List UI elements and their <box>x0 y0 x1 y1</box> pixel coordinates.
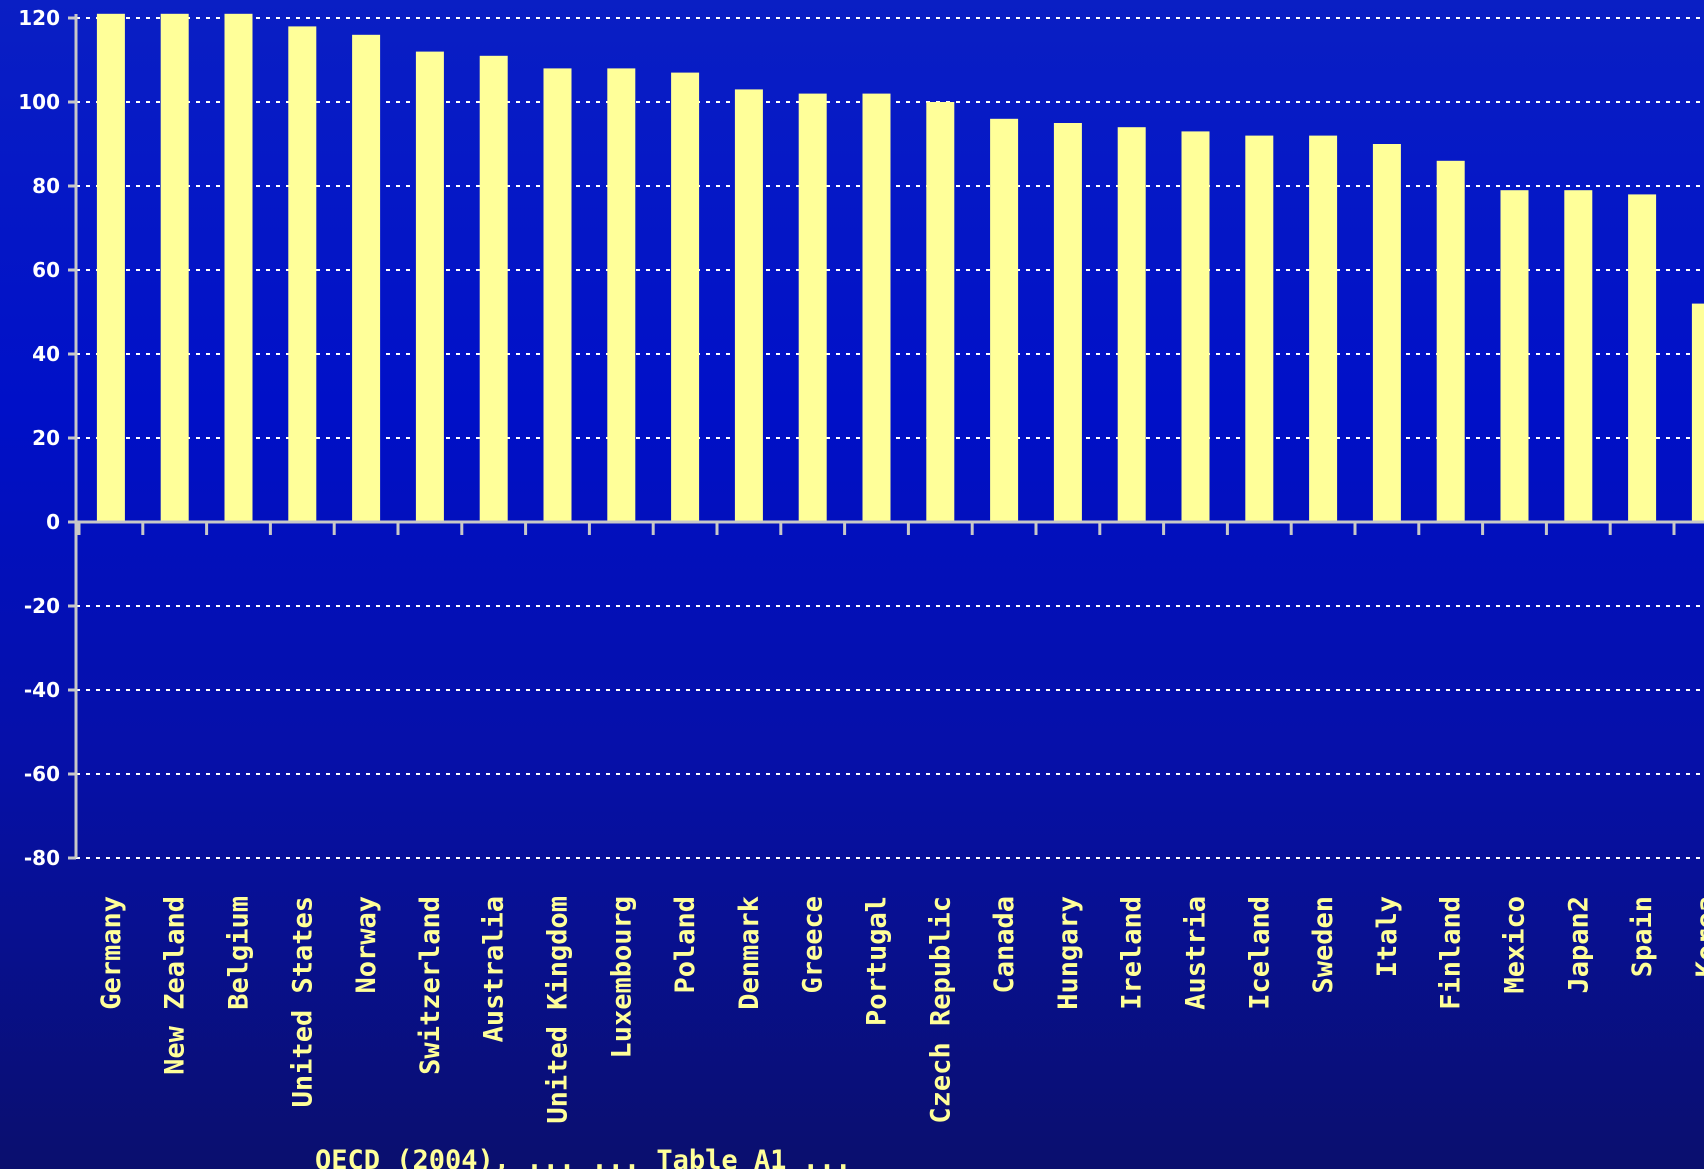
bar-denmark <box>734 89 763 523</box>
x-tick-label: Portugal <box>862 896 893 1026</box>
y-tick-label: 120 <box>18 6 60 30</box>
x-tick-label: Czech Republic <box>925 896 956 1124</box>
x-tick-label: Austria <box>1181 896 1212 1010</box>
x-tick-label: Denmark <box>734 896 765 1010</box>
x-tick-label: Canada <box>989 896 1020 994</box>
x-tick-label: Poland <box>670 896 701 994</box>
bar-norway <box>352 34 381 523</box>
bar-luxembourg <box>607 68 636 523</box>
bar-australia <box>479 55 508 523</box>
axes <box>74 14 1704 858</box>
x-tick-label: United States <box>287 896 318 1107</box>
bar-iceland <box>1245 135 1274 522</box>
x-tick-label: Korea <box>1691 896 1704 977</box>
x-tick-label: Germany <box>96 896 127 1010</box>
x-tick-label: Ireland <box>1117 896 1148 1010</box>
x-tick-label: Finland <box>1436 896 1467 1010</box>
bar-portugal <box>862 93 891 522</box>
bar-czech-republic <box>926 102 955 522</box>
y-tick-label: -20 <box>24 594 60 618</box>
bar-mexico <box>1500 190 1529 522</box>
y-axis-ticks: 120 100 80 60 40 20 0 -20 -40 -60 -80 <box>18 6 76 870</box>
bars <box>96 13 1704 523</box>
x-tick-label: Greece <box>798 896 829 994</box>
bar-new-zealand <box>160 13 189 523</box>
x-tick-label: Australia <box>479 896 510 1042</box>
bar-ireland <box>1117 127 1146 522</box>
y-tick-label: -40 <box>24 678 60 702</box>
bar-hungary <box>1053 123 1082 522</box>
y-tick-label: 40 <box>32 342 60 366</box>
y-tick-label: 100 <box>18 90 60 114</box>
bar-sweden <box>1309 135 1338 522</box>
bar-greece <box>798 93 827 522</box>
x-tick-label: New Zealand <box>160 896 191 1075</box>
y-tick-label: 0 <box>46 510 60 534</box>
x-tick-label: Switzerland <box>415 896 446 1075</box>
bar-korea <box>1691 303 1704 522</box>
x-tick-label: Mexico <box>1500 896 1531 994</box>
y-tick-label: -80 <box>24 846 60 870</box>
bar-poland <box>671 72 700 522</box>
bar-italy <box>1372 144 1401 522</box>
bar-switzerland <box>415 51 444 522</box>
x-axis-labels: Germany New Zealand Belgium United States No… <box>96 896 1704 1124</box>
x-tick-label: Spain <box>1627 896 1658 977</box>
bar-austria <box>1181 131 1210 522</box>
bar-spain <box>1628 194 1657 522</box>
bar-united-states <box>288 26 317 523</box>
x-tick-label: Hungary <box>1053 896 1084 1010</box>
y-tick-label: 20 <box>32 426 60 450</box>
x-tick-label: Japan2 <box>1563 896 1594 994</box>
bar-canada <box>990 118 1019 523</box>
bar-germany <box>96 13 125 523</box>
y-tick-label: 80 <box>32 174 60 198</box>
bar-finland <box>1436 160 1465 523</box>
x-tick-label: Belgium <box>224 896 255 1010</box>
y-tick-label: -60 <box>24 762 60 786</box>
x-tick-label: Norway <box>351 896 382 994</box>
y-tick-label: 60 <box>32 258 60 282</box>
bar-japan2 <box>1564 190 1593 522</box>
x-tick-label: Luxembourg <box>606 896 637 1059</box>
source-note: OECD (2004), ... ... Table A1 ... <box>315 1145 851 1169</box>
bar-belgium <box>224 13 253 523</box>
x-tick-label: Sweden <box>1308 896 1339 994</box>
x-tick-label: Italy <box>1372 896 1403 977</box>
x-tick-label: Iceland <box>1244 896 1275 1010</box>
x-tick-label: United Kingdom <box>543 896 574 1124</box>
bar-united-kingdom <box>543 68 572 523</box>
